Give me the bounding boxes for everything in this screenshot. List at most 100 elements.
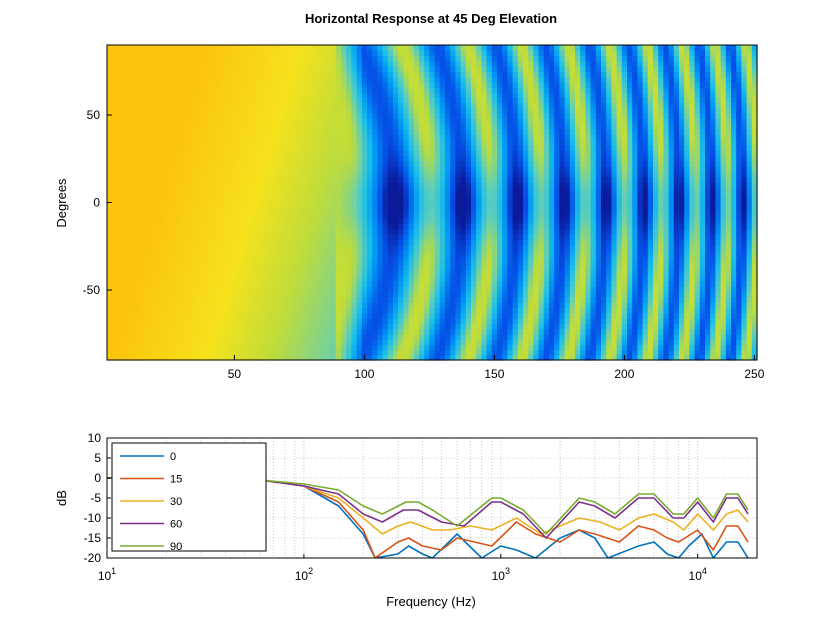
heatmap-cell xyxy=(211,165,217,172)
heatmap-cell xyxy=(205,108,212,114)
heatmap-cell xyxy=(367,312,373,319)
heatmap-cell xyxy=(367,218,373,225)
heatmap-cell xyxy=(205,239,212,246)
heatmap-cell xyxy=(528,239,534,246)
heatmap-cell xyxy=(408,260,415,267)
heatmap-cell xyxy=(273,213,280,219)
heatmap-cell xyxy=(309,228,316,235)
heatmap-cell xyxy=(304,307,311,314)
heatmap-cell xyxy=(330,281,337,288)
heatmap-cell xyxy=(481,223,488,230)
heatmap-cell xyxy=(325,144,332,151)
heatmap-cell xyxy=(107,349,113,356)
heatmap-cell xyxy=(398,218,404,225)
heatmap-cell xyxy=(211,129,217,135)
heatmap-cell xyxy=(476,276,482,282)
heatmap-cell xyxy=(257,176,264,183)
heatmap-cell xyxy=(237,76,243,83)
heatmap-cell xyxy=(127,55,134,62)
heatmap-cell xyxy=(138,165,144,172)
heatmap-cell xyxy=(190,249,196,256)
heatmap-cell xyxy=(294,302,300,309)
heatmap-cell xyxy=(465,129,472,135)
heatmap-cell xyxy=(382,255,389,261)
heatmap-cell xyxy=(185,155,191,162)
heatmap-cell xyxy=(517,45,524,51)
heatmap-cell xyxy=(283,134,290,141)
heatmap-cell xyxy=(190,339,196,345)
heatmap-cell xyxy=(309,270,316,277)
heatmap-cell xyxy=(174,228,181,235)
heatmap-cell xyxy=(335,297,342,303)
heatmap-cell xyxy=(424,139,430,146)
heatmap-cell xyxy=(107,81,113,88)
heatmap-cell xyxy=(445,260,451,267)
heatmap-cell xyxy=(200,97,207,104)
heatmap-cell xyxy=(159,239,165,246)
heatmap-cell xyxy=(247,66,254,72)
heatmap-cell xyxy=(252,302,259,309)
heatmap-cell xyxy=(164,160,170,167)
heatmap-cell xyxy=(294,97,300,104)
heatmap-cell xyxy=(159,318,165,324)
heatmap-cell xyxy=(211,92,217,99)
heatmap-cell xyxy=(351,134,358,141)
heatmap-cell xyxy=(185,118,191,125)
heatmap-cell xyxy=(403,192,410,198)
heatmap-cell xyxy=(257,197,264,204)
heatmap-cell xyxy=(393,186,399,193)
heatmap-cell xyxy=(143,139,150,146)
heatmap-cell xyxy=(434,197,441,204)
heatmap-cell xyxy=(471,76,477,83)
heatmap-cell xyxy=(127,176,134,183)
heatmap-cell xyxy=(502,339,508,345)
heatmap-cell xyxy=(247,297,254,303)
heatmap-cell xyxy=(205,354,212,361)
heatmap-cell xyxy=(153,171,160,177)
heatmap-cell xyxy=(533,213,540,219)
heatmap-cell xyxy=(460,349,467,356)
heatmap-cell xyxy=(377,249,384,256)
heatmap-cell xyxy=(367,66,373,72)
heatmap-cell xyxy=(476,113,482,120)
heatmap-cell xyxy=(133,291,139,298)
heatmap-cell xyxy=(341,171,347,177)
heatmap-cell xyxy=(257,228,264,235)
heatmap-cell xyxy=(268,286,274,293)
heatmap-cell xyxy=(439,228,446,235)
heatmap-cell xyxy=(377,118,384,125)
heatmap-cell xyxy=(346,339,352,345)
heatmap-cell xyxy=(419,50,425,57)
heatmap-cell xyxy=(445,218,451,225)
heatmap-cell xyxy=(471,129,477,135)
heatmap-cell xyxy=(403,270,410,277)
heatmap-cell xyxy=(159,108,165,114)
heatmap-cell xyxy=(237,165,243,172)
heatmap-cell xyxy=(195,234,202,240)
heatmap-cell xyxy=(476,102,482,109)
heatmap-cell xyxy=(356,150,363,156)
heatmap-cell xyxy=(439,50,446,57)
heatmap-cell xyxy=(133,192,139,198)
heatmap-cell xyxy=(211,302,217,309)
heatmap-cell xyxy=(523,307,529,314)
heatmap-cell xyxy=(419,234,425,240)
heatmap-cell xyxy=(429,297,436,303)
heatmap-cell xyxy=(117,108,124,114)
heatmap-cell xyxy=(351,139,358,146)
heatmap-cell xyxy=(242,181,248,188)
heatmap-cell xyxy=(200,55,207,62)
heatmap-cell xyxy=(523,291,529,298)
heatmap-cell xyxy=(289,192,295,198)
heatmap-cell xyxy=(512,228,519,235)
heatmap-cell xyxy=(351,60,358,67)
heatmap-cell xyxy=(211,318,217,324)
heatmap-cell xyxy=(507,71,514,78)
heatmap-cell xyxy=(502,218,508,225)
heatmap-cell xyxy=(351,297,358,303)
heatmap-cell xyxy=(257,134,264,141)
heatmap-cell xyxy=(476,318,482,324)
heatmap-cell xyxy=(393,223,399,230)
heatmap-cell xyxy=(523,207,529,214)
heatmap-cell xyxy=(174,176,181,183)
